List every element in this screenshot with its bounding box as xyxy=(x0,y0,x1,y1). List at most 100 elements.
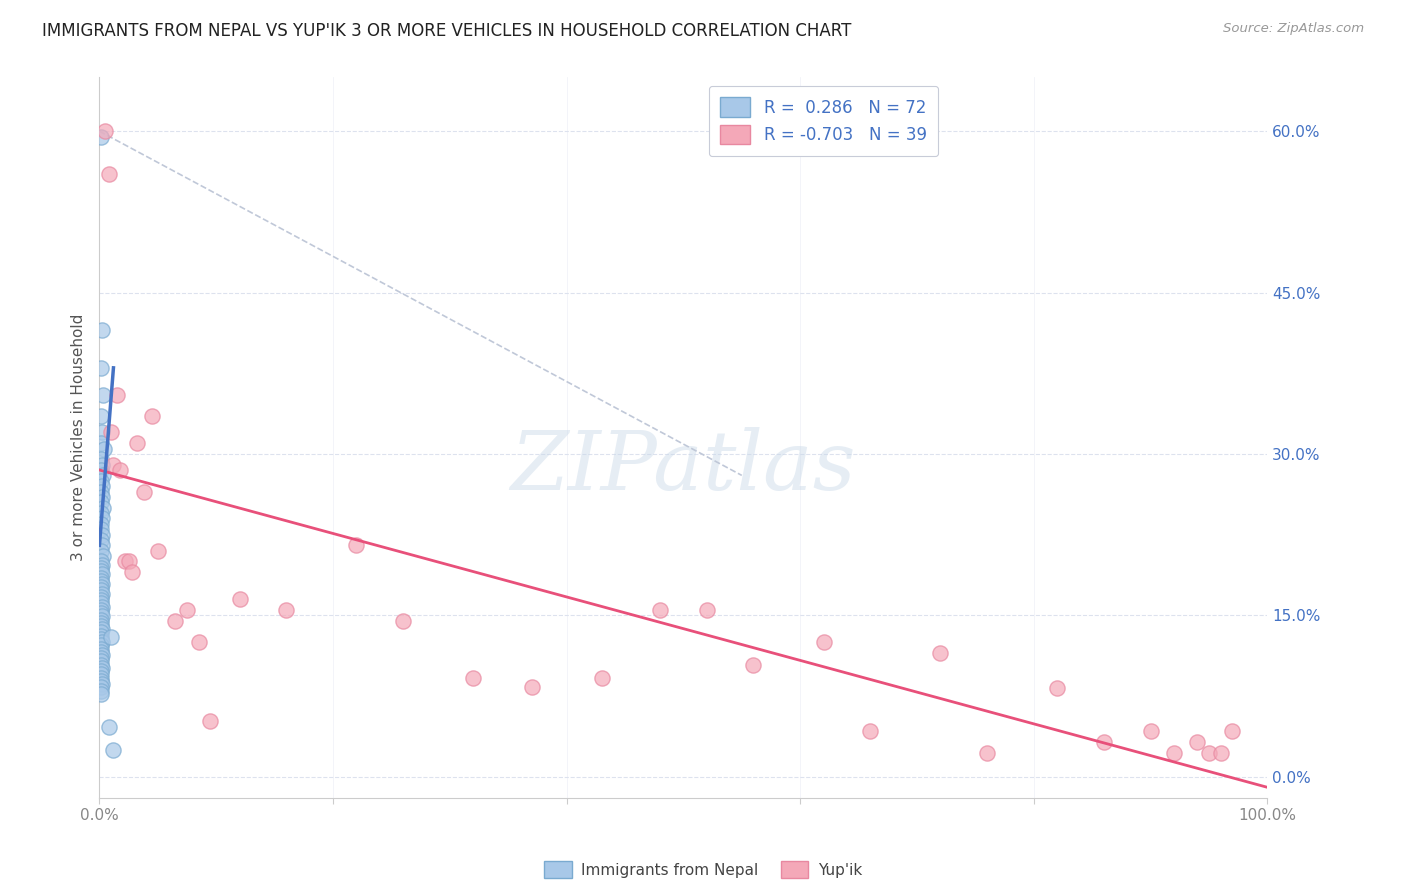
Point xyxy=(90,606,112,620)
Point xyxy=(90,479,112,493)
Point xyxy=(90,323,112,337)
Point xyxy=(93,442,115,456)
Point xyxy=(90,564,112,578)
Text: IMMIGRANTS FROM NEPAL VS YUP'IK 3 OR MORE VEHICLES IN HOUSEHOLD CORRELATION CHAR: IMMIGRANTS FROM NEPAL VS YUP'IK 3 OR MOR… xyxy=(42,22,852,40)
Point xyxy=(90,463,112,477)
Point xyxy=(90,567,112,582)
Point xyxy=(90,655,112,669)
Point xyxy=(90,516,112,531)
Point xyxy=(90,543,112,558)
Point xyxy=(591,671,613,685)
Point xyxy=(91,388,114,402)
Legend: Immigrants from Nepal, Yup'ik: Immigrants from Nepal, Yup'ik xyxy=(538,855,868,884)
Point xyxy=(1092,735,1115,749)
Point xyxy=(90,641,112,656)
Point xyxy=(392,614,415,628)
Point xyxy=(141,409,163,424)
Point xyxy=(114,554,136,568)
Point xyxy=(90,533,112,547)
Point xyxy=(97,720,120,734)
Point xyxy=(165,614,187,628)
Point xyxy=(90,657,112,672)
Point xyxy=(1163,746,1185,760)
Point xyxy=(100,425,122,440)
Point xyxy=(90,613,112,627)
Point xyxy=(696,603,718,617)
Point xyxy=(90,538,112,552)
Point xyxy=(90,651,112,665)
Point xyxy=(929,646,952,660)
Point xyxy=(90,596,112,610)
Y-axis label: 3 or more Vehicles in Household: 3 or more Vehicles in Household xyxy=(72,314,86,561)
Point xyxy=(90,683,112,698)
Point xyxy=(90,129,112,144)
Point xyxy=(90,587,112,601)
Point xyxy=(90,484,112,499)
Point xyxy=(90,458,112,472)
Point xyxy=(520,680,543,694)
Point xyxy=(90,661,112,675)
Point xyxy=(187,635,209,649)
Legend: R =  0.286   N = 72, R = -0.703   N = 39: R = 0.286 N = 72, R = -0.703 N = 39 xyxy=(709,86,938,156)
Point xyxy=(125,436,148,450)
Point xyxy=(90,527,112,541)
Point xyxy=(94,124,117,138)
Point xyxy=(90,522,112,536)
Point xyxy=(859,724,882,739)
Point xyxy=(90,571,112,585)
Point xyxy=(91,468,114,483)
Point xyxy=(90,490,112,504)
Point xyxy=(742,657,765,672)
Point xyxy=(90,677,112,691)
Point xyxy=(1046,681,1069,696)
Point xyxy=(90,680,112,694)
Point xyxy=(110,463,132,477)
Point xyxy=(813,635,835,649)
Point xyxy=(90,593,112,607)
Point xyxy=(105,388,128,402)
Point xyxy=(648,603,671,617)
Point xyxy=(228,592,250,607)
Point xyxy=(90,599,112,614)
Point xyxy=(90,629,112,643)
Point xyxy=(90,619,112,633)
Point xyxy=(90,554,112,568)
Point xyxy=(90,609,112,624)
Point xyxy=(90,360,112,375)
Point xyxy=(90,495,112,509)
Point xyxy=(90,671,112,685)
Point xyxy=(90,687,112,701)
Point xyxy=(1187,735,1209,749)
Point xyxy=(90,436,112,450)
Point xyxy=(90,511,112,525)
Point xyxy=(97,167,120,181)
Point xyxy=(91,500,114,515)
Point xyxy=(90,590,112,604)
Point xyxy=(132,484,155,499)
Point xyxy=(90,638,112,652)
Point xyxy=(90,625,112,640)
Point xyxy=(344,538,367,552)
Point xyxy=(90,452,112,467)
Point xyxy=(90,506,112,520)
Point xyxy=(90,622,112,636)
Point xyxy=(276,603,298,617)
Point xyxy=(90,673,112,688)
Point xyxy=(1198,746,1220,760)
Point xyxy=(121,565,143,579)
Point xyxy=(91,549,114,563)
Point xyxy=(103,458,125,472)
Point xyxy=(146,543,169,558)
Point xyxy=(463,671,485,685)
Point xyxy=(1220,724,1243,739)
Point xyxy=(90,409,112,424)
Point xyxy=(90,580,112,594)
Point xyxy=(176,603,198,617)
Point xyxy=(103,742,125,756)
Text: ZIPatlas: ZIPatlas xyxy=(510,426,856,507)
Point xyxy=(90,474,112,488)
Point xyxy=(90,667,112,681)
Point xyxy=(90,558,112,572)
Point xyxy=(90,635,112,649)
Point xyxy=(90,577,112,591)
